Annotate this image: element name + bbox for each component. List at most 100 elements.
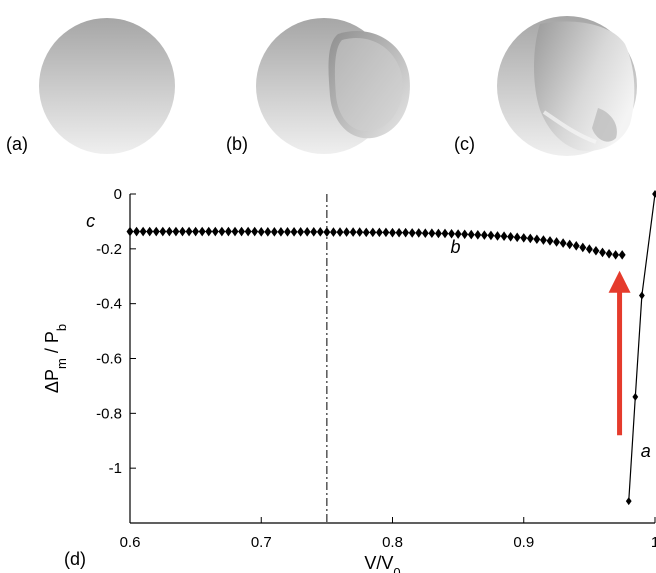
data-point	[467, 229, 475, 240]
data-point	[290, 227, 298, 237]
panel-label-a: (a)	[6, 134, 28, 154]
data-point	[480, 230, 488, 240]
data-point	[632, 392, 639, 401]
series-line	[628, 193, 656, 502]
data-point	[539, 235, 547, 245]
data-point	[494, 231, 501, 241]
annotation-label: a	[641, 441, 651, 461]
data-point	[165, 226, 173, 237]
data-point	[343, 227, 351, 237]
data-point	[238, 226, 246, 237]
data-point	[218, 226, 226, 237]
data-point	[487, 230, 495, 241]
data-point	[192, 226, 200, 237]
data-point	[428, 228, 436, 239]
data-point	[553, 237, 561, 247]
data-point	[179, 226, 186, 237]
data-point	[323, 227, 331, 237]
data-point	[500, 231, 508, 242]
data-point	[566, 239, 574, 250]
data-point	[369, 227, 377, 238]
data-point	[441, 228, 449, 239]
sphere-c-buckled	[497, 16, 637, 156]
data-point	[395, 227, 403, 238]
data-point	[461, 229, 469, 240]
data-point	[126, 226, 134, 237]
x-tick-label: 0.7	[251, 534, 272, 551]
data-point	[592, 245, 600, 256]
chart-d: 0.6 0.7 0.8 0.9 1 0 -0.2 -0.4 -0.6 -0.8 -1 c b a V/V0 Δ…	[42, 186, 656, 573]
data-point	[336, 227, 344, 237]
data-point	[579, 242, 587, 253]
data-point	[316, 227, 324, 237]
data-point	[284, 227, 291, 237]
data-point	[448, 228, 456, 239]
data-point	[362, 227, 370, 238]
data-point	[356, 227, 364, 237]
data-point	[152, 226, 160, 237]
data-point	[474, 230, 482, 240]
data-point	[507, 231, 515, 242]
data-point	[205, 226, 213, 237]
data-point	[612, 250, 620, 260]
data-point	[520, 233, 528, 243]
data-point	[172, 226, 180, 237]
data-point	[652, 190, 656, 198]
panel-label-b: (b)	[226, 134, 248, 154]
data-point	[559, 238, 567, 248]
data-point	[224, 226, 232, 237]
data-point	[257, 227, 265, 237]
data-point	[402, 227, 410, 238]
data-point	[389, 227, 396, 238]
data-point	[415, 228, 423, 238]
data-point	[599, 247, 606, 258]
x-tick-label: 0.9	[513, 534, 534, 551]
data-point	[349, 227, 357, 237]
data-point	[297, 227, 305, 237]
annotation-label: b	[450, 237, 460, 257]
data-point	[572, 241, 580, 251]
sphere-a	[39, 18, 175, 154]
data-point	[277, 227, 285, 237]
data-point	[513, 232, 521, 243]
y-axis-label: ΔPm / Pb	[42, 324, 69, 393]
data-point	[185, 226, 193, 237]
y-tick-label: -0.4	[96, 296, 122, 313]
data-point	[231, 226, 239, 237]
data-point	[159, 226, 167, 237]
data-point	[434, 228, 442, 239]
data-point	[251, 226, 259, 237]
data-point	[638, 291, 645, 300]
data-point	[329, 227, 337, 237]
y-tick-label: -0.8	[96, 405, 122, 422]
data-point	[605, 248, 613, 259]
data-point	[421, 228, 429, 239]
data-point	[546, 236, 554, 246]
y-tick-label: -0.2	[96, 241, 122, 258]
data-point	[139, 226, 147, 237]
annotation-label: c	[86, 211, 95, 231]
data-point	[408, 228, 416, 238]
data-point	[618, 250, 626, 260]
data-point	[133, 226, 141, 237]
x-axis-label: V/V0	[364, 553, 400, 573]
x-tick-label: 1	[651, 534, 656, 551]
data-point	[303, 227, 311, 237]
y-tick-label: -0.6	[96, 351, 122, 368]
series-branch-a	[625, 190, 656, 506]
panel-label-d: (d)	[64, 549, 86, 569]
data-point	[264, 227, 272, 237]
y-tick-label: -1	[109, 460, 122, 477]
x-tick-label: 0.8	[382, 534, 403, 551]
up-arrow	[608, 270, 631, 436]
data-point	[375, 227, 383, 238]
data-point	[454, 229, 462, 239]
data-point	[526, 233, 534, 244]
sphere-b-dented	[256, 18, 410, 154]
series-branch-b	[126, 226, 626, 260]
data-point	[146, 226, 154, 237]
y-tick-label: 0	[114, 186, 122, 203]
panel-label-c: (c)	[454, 134, 475, 154]
data-point	[585, 244, 593, 254]
